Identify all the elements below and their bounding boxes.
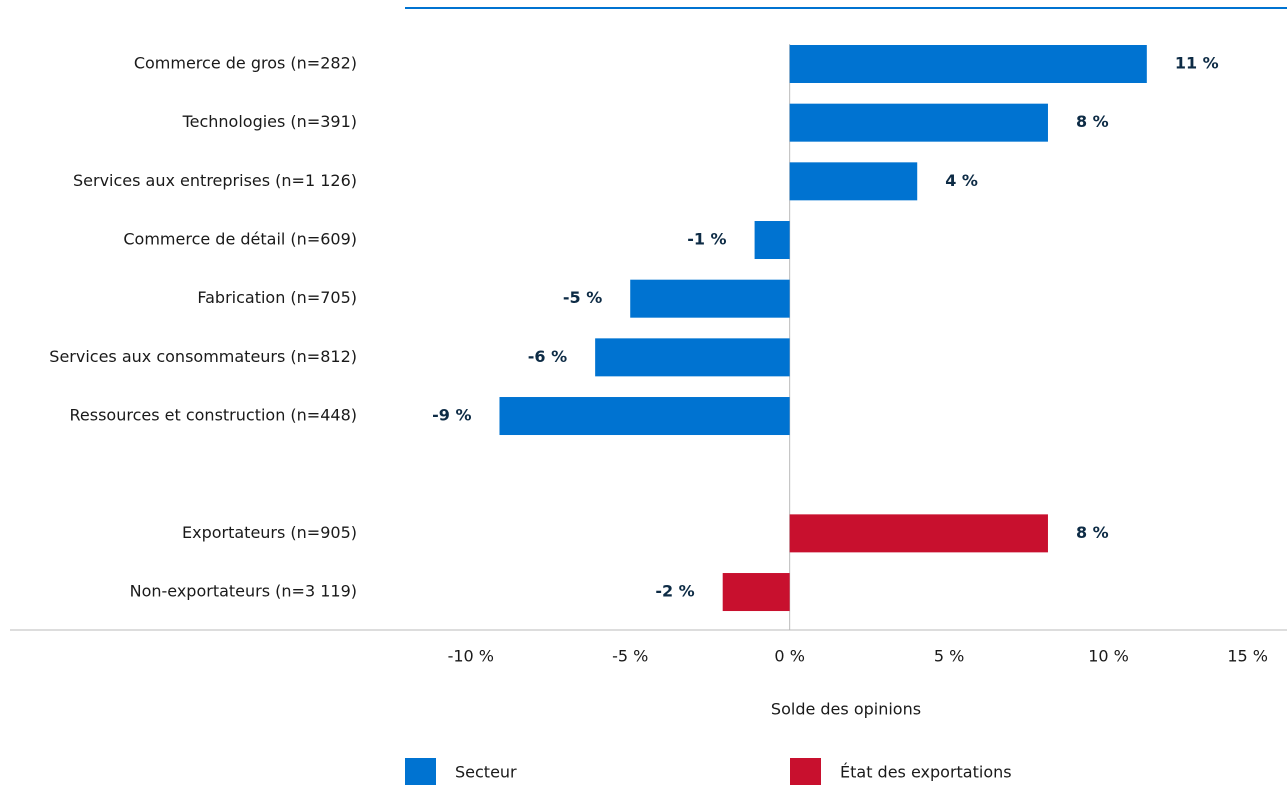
bar xyxy=(789,514,1048,553)
legend-label: État des exportations xyxy=(840,763,1012,782)
bar xyxy=(499,397,790,436)
x-tick-label: 5 % xyxy=(934,647,964,666)
data-label: 4 % xyxy=(945,171,978,190)
x-axis-label: Solde des opinions xyxy=(771,700,921,719)
bar xyxy=(789,103,1048,142)
bar xyxy=(789,162,918,201)
data-label: -2 % xyxy=(655,582,694,601)
x-tick-label: 15 % xyxy=(1227,647,1268,666)
y-tick-label: Exportateurs (n=905) xyxy=(182,523,357,542)
bar xyxy=(754,221,790,260)
bar xyxy=(595,338,790,377)
y-tick-label: Ressources et construction (n=448) xyxy=(70,406,358,425)
x-tick-label: 10 % xyxy=(1088,647,1129,666)
y-tick-label: Commerce de gros (n=282) xyxy=(134,54,357,73)
data-label: 11 % xyxy=(1175,54,1219,73)
x-tick-label: 0 % xyxy=(774,647,804,666)
legend-swatch xyxy=(790,758,821,785)
x-tick-label: -10 % xyxy=(448,647,494,666)
data-label: 8 % xyxy=(1076,523,1109,542)
y-tick-label: Services aux consommateurs (n=812) xyxy=(49,347,357,366)
data-label: 8 % xyxy=(1076,112,1109,131)
y-tick-label: Technologies (n=391) xyxy=(182,112,357,131)
data-label: -1 % xyxy=(687,230,726,249)
y-tick-label: Fabrication (n=705) xyxy=(197,288,357,307)
y-tick-label: Services aux entreprises (n=1 126) xyxy=(73,171,357,190)
data-label: -6 % xyxy=(528,347,567,366)
y-tick-label: Commerce de détail (n=609) xyxy=(123,230,357,249)
legend-label: Secteur xyxy=(455,763,517,782)
data-label: -5 % xyxy=(563,288,602,307)
bar xyxy=(722,573,790,612)
y-tick-label: Non-exportateurs (n=3 119) xyxy=(130,582,357,601)
legend-swatch xyxy=(405,758,436,785)
x-tick-label: -5 % xyxy=(612,647,648,666)
bar xyxy=(789,45,1147,83)
bar xyxy=(630,279,790,318)
data-label: -9 % xyxy=(432,406,471,425)
